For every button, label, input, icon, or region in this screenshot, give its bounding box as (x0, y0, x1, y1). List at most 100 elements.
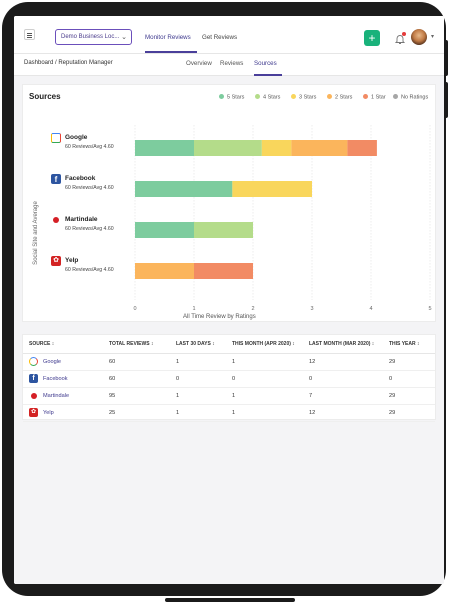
legend-swatch (327, 94, 332, 99)
google-icon (51, 133, 61, 143)
legend-label: 5 Stars (227, 94, 245, 101)
google-icon (29, 357, 38, 366)
legend-label: 4 Stars (263, 94, 281, 101)
col-this-month[interactable]: THIS MONTH (APR 2020) ↕ (226, 335, 303, 354)
table-row: Martindale 95 1 1 7 29 (23, 387, 435, 405)
add-button[interactable]: + (364, 30, 380, 46)
last-month-cell: 7 (303, 387, 383, 405)
bar-facebook-3-stars[interactable] (232, 181, 312, 197)
source-cell[interactable]: Martindale (23, 387, 103, 405)
tab-overview[interactable]: Overview (186, 60, 212, 67)
total-reviews-cell: 25 (103, 404, 170, 422)
source-cell[interactable]: Google (23, 353, 103, 371)
bar-google-2-stars[interactable] (291, 140, 348, 156)
source-link[interactable]: Facebook (43, 375, 68, 382)
col-this-year[interactable]: THIS YEAR ↕ (383, 335, 435, 354)
source-link[interactable]: Yelp (43, 409, 54, 416)
this-year-cell: 29 (383, 387, 435, 405)
avatar-chevron-icon[interactable]: ▾ (431, 34, 435, 40)
x-axis-title: All Time Review by Ratings (183, 314, 256, 320)
facebook-icon: f (51, 174, 61, 184)
active-tab-indicator (145, 51, 197, 53)
legend-swatch (363, 94, 368, 99)
table-row: f Facebook 60 0 0 0 0 (23, 370, 435, 388)
stacked-bar-chart: 0 1 2 3 4 5 (133, 125, 432, 312)
location-select[interactable]: Demo Business Loc... ⌄ (55, 29, 132, 45)
source-cell[interactable]: ✿ Yelp (23, 404, 103, 422)
legend-swatch (219, 94, 224, 99)
col-source[interactable]: SOURCE ↕ (23, 335, 103, 354)
table-header-row: SOURCE ↕ TOTAL REVIEWS ↕ LAST 30 DAYS ↕ … (23, 335, 435, 354)
bar-yelp-1-star[interactable] (194, 263, 253, 279)
x-tick-label: 2 (251, 306, 254, 312)
martindale-icon (29, 391, 38, 400)
source-meta: 60 Reviews/Avg 4.60 (65, 267, 114, 273)
source-meta: 60 Reviews/Avg 4.60 (65, 226, 114, 232)
legend-item-3-stars[interactable]: 3 Stars (291, 94, 316, 101)
source-cell[interactable]: f Facebook (23, 370, 103, 388)
last-month-cell: 12 (303, 404, 383, 422)
tab-sources[interactable]: Sources (254, 60, 277, 67)
total-reviews-cell: 60 (103, 370, 170, 388)
source-link[interactable]: Google (43, 358, 62, 365)
table-row: Google 60 1 1 12 29 (23, 353, 435, 371)
bar-yelp-2-stars[interactable] (135, 263, 194, 279)
legend-label: No Ratings (401, 94, 429, 101)
col-total-reviews[interactable]: TOTAL REVIEWS ↕ (103, 335, 170, 354)
tab-get-reviews[interactable]: Get Reviews (202, 34, 238, 41)
x-tick-label: 5 (428, 306, 431, 312)
bar-facebook-5-stars[interactable] (135, 181, 233, 197)
bar-martindale-4-stars[interactable] (194, 222, 253, 238)
legend-item-5-stars[interactable]: 5 Stars (219, 94, 244, 101)
source-meta: 60 Reviews/Avg 4.60 (65, 185, 114, 191)
x-tick-label: 1 (192, 306, 195, 312)
legend-item-4-stars[interactable]: 4 Stars (255, 94, 280, 101)
col-last-30-days[interactable]: LAST 30 DAYS ↕ (170, 335, 226, 354)
source-name: Google (65, 134, 88, 141)
x-tick-label: 0 (133, 306, 136, 312)
volume-up-button (444, 40, 448, 76)
bar-martindale-5-stars[interactable] (135, 222, 194, 238)
main-content: Sources 5 Stars 4 Stars 3 Stars 2 Stars … (14, 76, 444, 584)
last-30-days-cell: 1 (170, 353, 226, 371)
source-name: Yelp (65, 257, 79, 264)
avatar[interactable] (411, 29, 427, 45)
bar-google-1-star[interactable] (347, 140, 377, 156)
sources-table-card: SOURCE ↕ TOTAL REVIEWS ↕ LAST 30 DAYS ↕ … (22, 334, 436, 422)
col-last-month[interactable]: LAST MONTH (MAR 2020) ↕ (303, 335, 383, 354)
yelp-icon: ✿ (29, 408, 38, 417)
total-reviews-cell: 95 (103, 387, 170, 405)
location-select-value: Demo Business Loc... (61, 34, 120, 40)
last-month-cell: 0 (303, 370, 383, 388)
legend-item-1-star[interactable]: 1 Star (363, 94, 386, 101)
chevron-down-icon: ⌄ (121, 34, 127, 41)
bar-google-3-stars[interactable] (261, 140, 292, 156)
legend-item-2-stars[interactable]: 2 Stars (327, 94, 352, 101)
sources-table: SOURCE ↕ TOTAL REVIEWS ↕ LAST 30 DAYS ↕ … (23, 335, 435, 422)
notification-bell-icon[interactable] (394, 32, 406, 44)
legend-label: 1 Star (371, 94, 386, 101)
source-name: Martindale (65, 216, 98, 223)
bar-google-5-stars[interactable] (135, 140, 194, 156)
volume-down-button (444, 82, 448, 118)
bar-google-4-stars[interactable] (194, 140, 262, 156)
sub-nav: Dashboard / Reputation Manager Overview … (14, 54, 444, 76)
screen: Demo Business Loc... ⌄ Monitor Reviews G… (14, 16, 444, 584)
source-link[interactable]: Martindale (43, 392, 70, 399)
total-reviews-cell: 60 (103, 353, 170, 371)
legend-swatch (393, 94, 398, 99)
last-30-days-cell: 0 (170, 370, 226, 388)
this-year-cell: 29 (383, 404, 435, 422)
this-year-cell: 29 (383, 353, 435, 371)
tab-reviews[interactable]: Reviews (220, 60, 244, 67)
breadcrumb: Dashboard / Reputation Manager (24, 60, 113, 66)
source-meta: 60 Reviews/Avg 4.60 (65, 144, 114, 150)
menu-icon[interactable] (24, 29, 35, 40)
tab-monitor-reviews[interactable]: Monitor Reviews (145, 34, 191, 41)
source-name: Facebook (65, 175, 96, 182)
legend-item-no-ratings[interactable]: No Ratings (393, 94, 428, 101)
x-tick-label: 3 (310, 306, 313, 312)
facebook-icon: f (29, 374, 38, 383)
card-title: Sources (29, 92, 61, 101)
